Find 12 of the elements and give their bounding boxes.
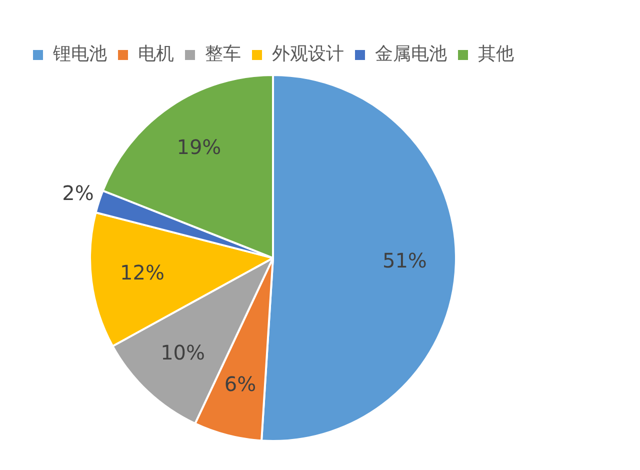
legend-label: 锂电池 xyxy=(52,44,107,65)
data-label: 2% xyxy=(62,180,94,205)
legend-label: 整车 xyxy=(205,44,241,65)
legend-label: 金属电池 xyxy=(375,44,447,65)
data-label: 19% xyxy=(176,135,222,160)
data-label: 10% xyxy=(160,340,206,364)
legend-label: 电机 xyxy=(138,44,174,65)
legend-label: 外观设计 xyxy=(272,44,344,65)
data-label: 6% xyxy=(224,372,256,396)
data-label: 51% xyxy=(382,248,427,272)
data-label: 12% xyxy=(120,260,165,285)
legend-label: 其他 xyxy=(478,44,514,65)
